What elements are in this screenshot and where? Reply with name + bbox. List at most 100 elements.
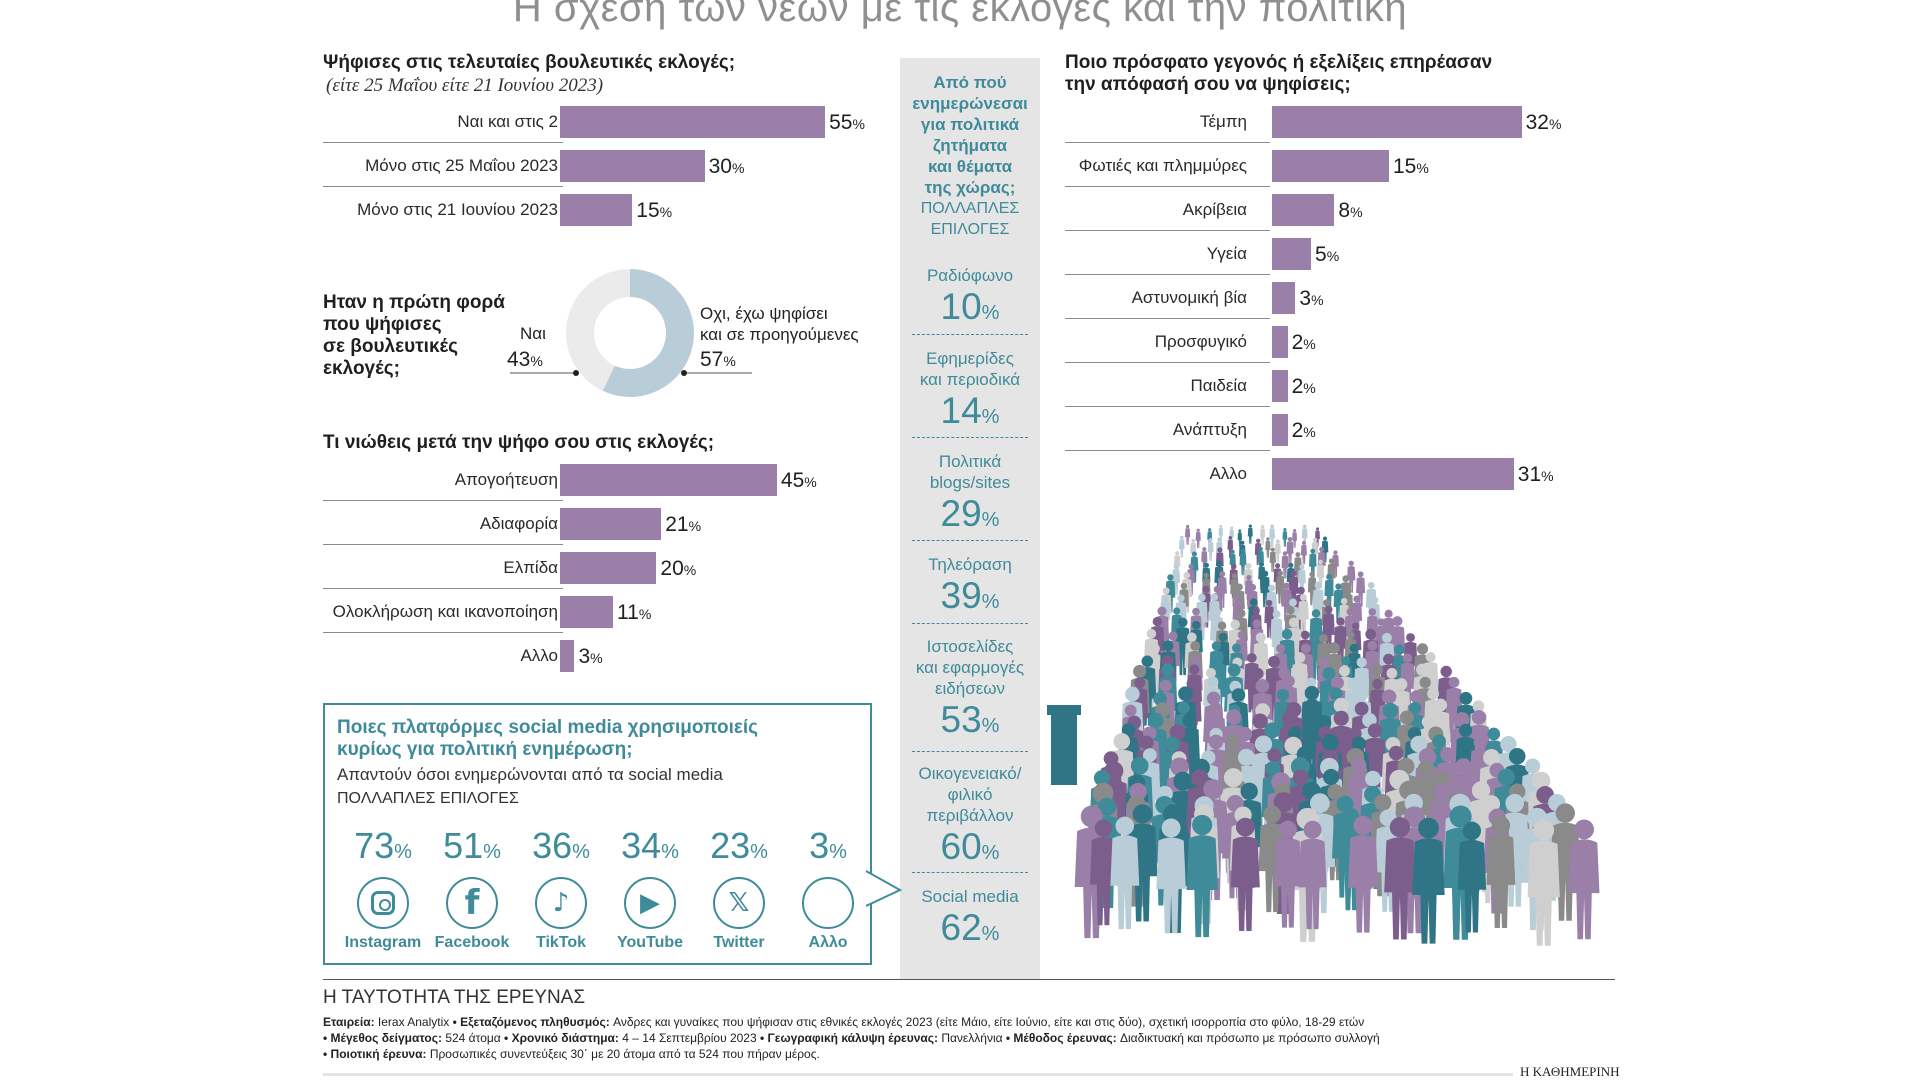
- source-label: περιβάλλον: [926, 806, 1014, 825]
- person-figure: [1527, 819, 1560, 946]
- bar-label: Ελπίδα: [503, 558, 558, 577]
- source-separator: [912, 334, 1028, 335]
- person-figure: [1185, 524, 1191, 545]
- person-figure: [1333, 583, 1344, 622]
- bar-value: 21%: [665, 513, 702, 536]
- footer-rule: [323, 979, 1615, 980]
- bar-label: Αδιαφορία: [479, 514, 558, 533]
- person-figure: [1274, 539, 1281, 563]
- speech-pointer: [866, 870, 903, 907]
- bar-row: Απογοήτευση 45%: [323, 464, 883, 508]
- bar-value: 2%: [1291, 419, 1316, 442]
- source-value: 10%: [940, 286, 1000, 327]
- bar-value: 3%: [1299, 287, 1324, 310]
- bar-row: Ναι και στις 2 55%: [323, 106, 883, 150]
- row-rule: [323, 186, 563, 187]
- person-figure: [1300, 540, 1307, 565]
- q2-title-line: Ηταν η πρώτη φορά: [323, 292, 505, 313]
- bar: [1272, 106, 1522, 138]
- chart-feeling: Απογοήτευση 45% Αδιαφορία 21% Ελπίδα 20% Ολοκλ…: [323, 464, 883, 694]
- platform-value: 73%: [354, 825, 412, 866]
- row-rule: [1065, 450, 1270, 451]
- bar-value: 45%: [780, 469, 817, 492]
- bar-label: Αλλο: [1209, 464, 1247, 483]
- donut-yes-value: 43%: [507, 348, 543, 371]
- bar-row: Παιδεία 2%: [1065, 370, 1625, 414]
- bar-value: 20%: [660, 557, 697, 580]
- donut-slice-no: [602, 269, 694, 397]
- sources-title: Από πού ενημερώνεσαι για πολιτικά ζητήματα κ…: [900, 72, 1040, 240]
- source-item: Ραδιόφωνο 10%: [900, 265, 1040, 334]
- source-item: Ιστοσελίδες και εφαρμογές ειδήσεων 53%: [900, 636, 1040, 747]
- platform-name: TikTok: [535, 934, 587, 951]
- donut-no-value: 57%: [700, 348, 736, 371]
- platform-name: Αλλο: [808, 934, 848, 951]
- bar: [1272, 194, 1335, 226]
- source-label: Οικογενειακό/: [918, 764, 1022, 783]
- person-figure: [1486, 816, 1516, 928]
- bar-label: Απογοήτευση: [454, 470, 558, 489]
- q1-title: Ψήφισες στις τελευταίες βουλευτικές εκλο…: [323, 52, 736, 73]
- bar: [1272, 414, 1288, 446]
- bar-value: 32%: [1525, 111, 1562, 134]
- bar: [1272, 150, 1389, 182]
- bar-value: 15%: [1393, 155, 1429, 178]
- source-value: 60%: [940, 826, 1000, 867]
- chart-voted: Ναι και στις 2 55% Μόνο στις 25 Μαΐου 2023…: [323, 106, 883, 246]
- social-title: Ποιες πλατφόρμες social media χρησιμοποι…: [337, 717, 758, 761]
- bar-row: Μόνο στις 21 Ιουνίου 2023 15%: [323, 194, 883, 238]
- row-rule: [1065, 142, 1270, 143]
- person-figure: [1239, 548, 1247, 576]
- person-figure: [1227, 535, 1234, 558]
- bar-label: Φωτιές και πλημμύρες: [1078, 156, 1247, 175]
- platform-value: 51%: [443, 825, 501, 866]
- twitter-glyph: 𝕏: [728, 888, 750, 918]
- person-figure: [1333, 617, 1348, 669]
- person-figure: [1309, 548, 1317, 578]
- sources-note-line: ΠΟΛΛΑΠΛΕΣ: [920, 200, 1020, 217]
- person-figure: [1301, 524, 1308, 547]
- αλλο-icon: [802, 877, 854, 929]
- platform-value: 23%: [710, 825, 768, 866]
- bar-row: Προσφυγικό 2%: [1065, 326, 1625, 370]
- social-note: ΠΟΛΛΑΠΛΕΣ ΕΠΙΛΟΓΕΣ: [337, 790, 519, 807]
- source-label: Ιστοσελίδες: [926, 637, 1014, 656]
- twitter-icon: 𝕏: [713, 877, 765, 929]
- q5-title: Ποιο πρόσφατο γεγονός ή εξελίξεις επηρέα…: [1065, 52, 1492, 96]
- bar-value: 5%: [1315, 243, 1340, 266]
- crowd-illustration: [1047, 524, 1600, 946]
- person-figure: [1156, 818, 1186, 934]
- bar-label: Προσφυγικό: [1154, 332, 1247, 351]
- person-figure: [1247, 524, 1253, 544]
- source-separator: [912, 623, 1028, 624]
- person-figure: [1217, 570, 1227, 608]
- row-rule: [323, 632, 563, 633]
- person-figure: [1347, 560, 1356, 593]
- row-rule: [1065, 274, 1270, 275]
- bar-label: Παιδεία: [1190, 376, 1247, 395]
- source-label: Εφημερίδες: [926, 349, 1014, 368]
- person-figure: [1257, 546, 1264, 572]
- person-figure: [1297, 564, 1306, 596]
- bar: [1272, 458, 1514, 490]
- person-figure: [1269, 547, 1276, 573]
- youtube-icon: ▶: [624, 877, 676, 929]
- bar-row: Αλλο 3%: [323, 640, 883, 684]
- bar: [1272, 238, 1311, 270]
- bar-value: 11%: [617, 601, 652, 624]
- leader-dot-no: [681, 370, 687, 376]
- person-figure: [1260, 525, 1266, 545]
- row-rule: [323, 500, 563, 501]
- footer-heading: Η ΤΑΥΤΟΤΗΤΑ ΤΗΣ ΕΡΕΥΝΑΣ: [323, 987, 586, 1008]
- person-figure: [1260, 570, 1270, 608]
- bar: [560, 552, 657, 584]
- person-figure: [1201, 547, 1208, 572]
- instagram-glyph: [371, 891, 395, 915]
- person-figure: [1316, 559, 1325, 589]
- source-label: ειδήσεων: [934, 679, 1006, 698]
- person-figure: [1311, 537, 1319, 564]
- person-figure: [1356, 571, 1366, 607]
- person-figure: [1230, 817, 1260, 931]
- person-figure: [1286, 536, 1294, 564]
- row-rule: [1065, 186, 1270, 187]
